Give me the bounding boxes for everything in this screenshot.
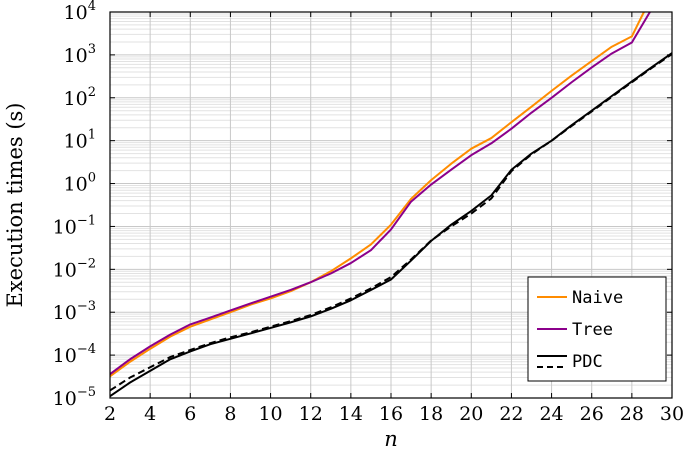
x-tick-label: 14 (339, 403, 363, 425)
data-series (110, 12, 672, 398)
y-tick-label: 100 (64, 171, 96, 196)
x-tick-label: 24 (539, 403, 563, 425)
x-tick-label: 28 (620, 403, 644, 425)
legend-label-pdc: PDC (572, 352, 603, 372)
y-tick-label: 10−3 (53, 299, 96, 324)
x-tick-label: 30 (660, 403, 684, 425)
y-axis-label: Execution times (s) (3, 103, 27, 308)
series-line-tree (110, 12, 651, 375)
x-axis-label: n (384, 427, 398, 451)
x-tick-label: 2 (104, 403, 116, 425)
x-tick-label: 6 (184, 403, 196, 425)
y-axis-tick-labels: 10−5 10−4 10−3 10−2 10−1 100 101 102 103 104 (53, 0, 96, 410)
series-line-naive (110, 12, 645, 378)
x-tick-label: 8 (224, 403, 236, 425)
y-tick-label: 10−5 (53, 385, 96, 410)
legend-label-tree: Tree (572, 320, 613, 340)
x-tick-label: 16 (379, 403, 403, 425)
x-tick-label: 4 (144, 403, 156, 425)
series-line-pdc-dashed (110, 53, 672, 392)
legend: Naive Tree PDC (527, 276, 667, 382)
grid (109, 11, 673, 399)
y-tick-label: 10−1 (53, 213, 96, 238)
y-tick-label: 10−4 (53, 342, 96, 367)
x-tick-label: 18 (419, 403, 443, 425)
x-tick-label: 10 (258, 403, 282, 425)
y-tick-label: 10−2 (53, 256, 96, 281)
x-axis-tick-labels: 2 4 6 8 10 12 14 16 18 20 22 24 26 28 30 (104, 403, 684, 425)
y-tick-label: 102 (64, 85, 96, 110)
x-tick-label: 22 (499, 403, 523, 425)
legend-label-naive: Naive (572, 288, 623, 308)
x-tick-label: 20 (459, 403, 483, 425)
axis-ticks (109, 11, 673, 399)
y-tick-label: 101 (64, 128, 96, 153)
y-tick-label: 103 (64, 42, 96, 67)
y-tick-label: 104 (64, 0, 96, 24)
x-tick-label: 26 (580, 403, 604, 425)
x-tick-label: 12 (299, 403, 323, 425)
